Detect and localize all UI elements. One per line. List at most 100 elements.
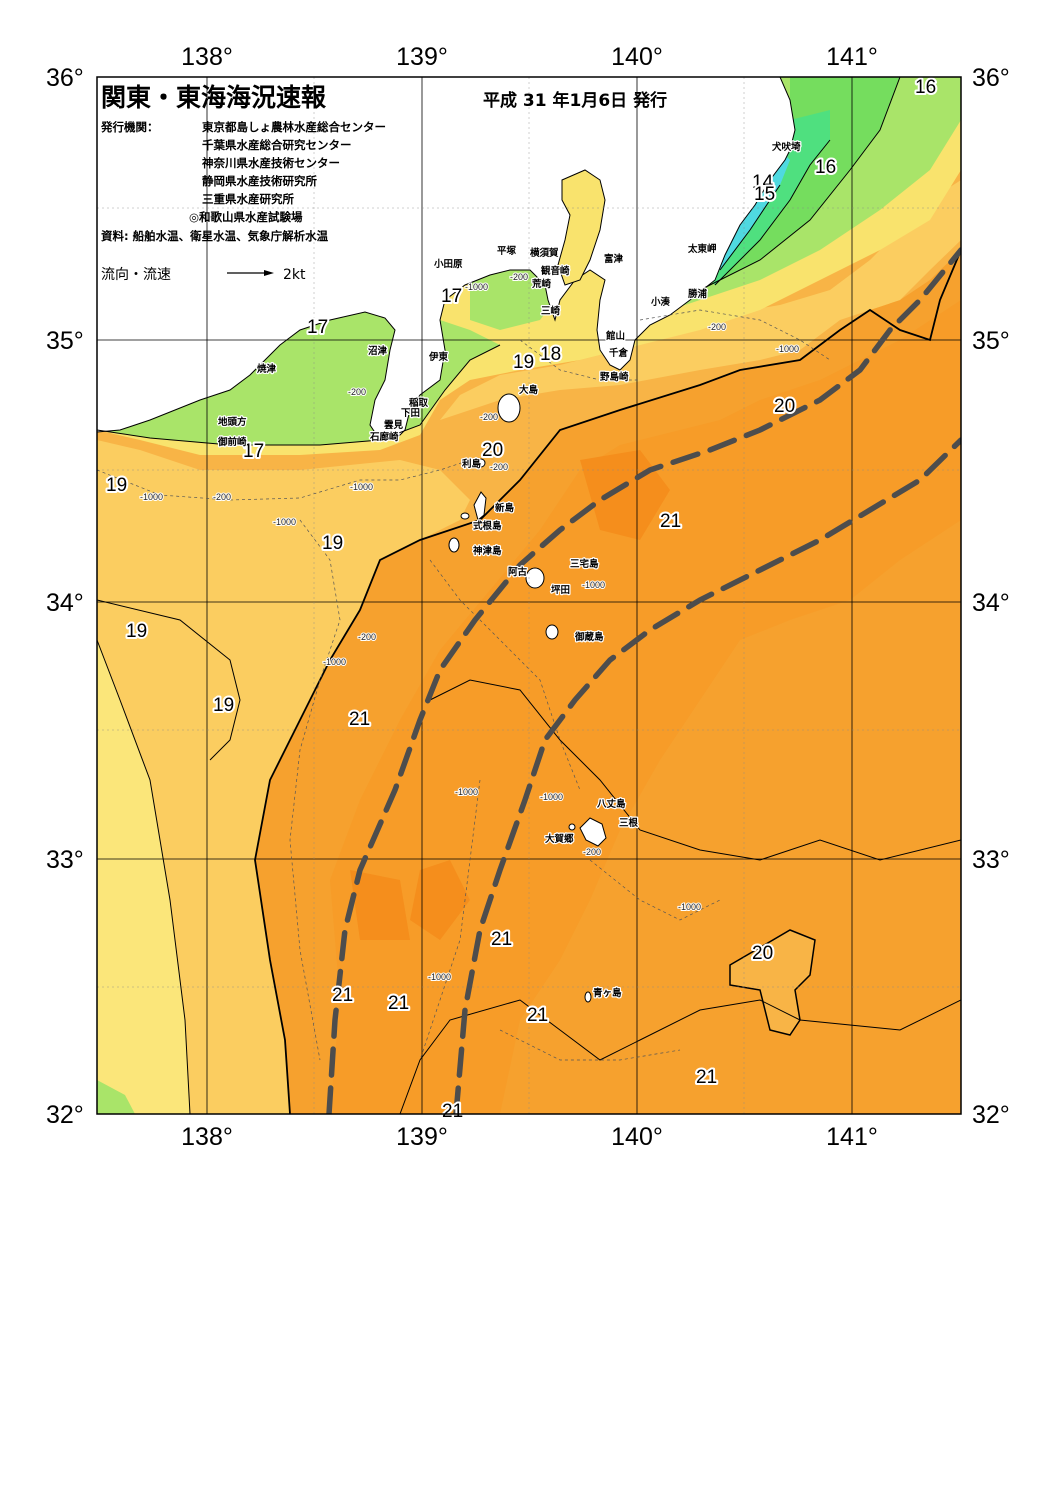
map-title: 関東・東海海況速報 bbox=[101, 83, 327, 112]
lat-label: 34° bbox=[972, 589, 1010, 617]
place-label: 富津 bbox=[604, 253, 624, 265]
isotherm-label: 16 bbox=[915, 77, 936, 98]
place-label: 神津島 bbox=[473, 545, 502, 557]
depth-label: -200 bbox=[358, 632, 376, 642]
place-label: 野島崎 bbox=[600, 371, 629, 383]
lat-label: 33° bbox=[46, 846, 84, 874]
isotherm-label: 21 bbox=[388, 993, 409, 1014]
isotherm-label: 17 bbox=[307, 317, 328, 338]
place-label: 坪田 bbox=[551, 584, 570, 596]
lat-label: 35° bbox=[46, 327, 84, 355]
current-scale-label: 2kt bbox=[283, 267, 306, 283]
place-label: 沼津 bbox=[368, 345, 388, 357]
data-sources: 資料: 船舶水温、衛星水温、気象庁解析水温 bbox=[101, 229, 329, 243]
place-label: 稲取 bbox=[409, 397, 429, 409]
place-label: 荒崎 bbox=[531, 278, 552, 290]
isotherm-label: 16 bbox=[815, 157, 836, 178]
depth-label: -200 bbox=[510, 272, 528, 282]
depth-label: -1000 bbox=[140, 492, 163, 502]
place-label: 勝浦 bbox=[688, 288, 708, 300]
isotherm-label: 14 bbox=[752, 172, 774, 193]
lat-label: 32° bbox=[972, 1101, 1010, 1129]
lon-label: 141° bbox=[826, 1123, 878, 1151]
depth-label: -1000 bbox=[323, 657, 346, 667]
place-label: 新島 bbox=[495, 502, 515, 514]
place-label: 館山 bbox=[605, 330, 625, 342]
place-label: 小湊 bbox=[650, 296, 671, 308]
lon-label: 140° bbox=[611, 1123, 663, 1151]
depth-label: -1000 bbox=[678, 902, 701, 912]
depth-contours bbox=[97, 309, 831, 1061]
place-label: 伊東 bbox=[428, 351, 449, 363]
place-label: 三崎 bbox=[541, 305, 561, 317]
lat-label: 33° bbox=[972, 846, 1010, 874]
place-label: 式根島 bbox=[473, 520, 502, 532]
isotherm-label: 21 bbox=[660, 511, 681, 532]
place-label: 千倉 bbox=[609, 347, 629, 359]
depth-label: -1000 bbox=[465, 282, 488, 292]
depth-label: -200 bbox=[583, 847, 601, 857]
lat-label: 35° bbox=[972, 327, 1010, 355]
place-label: 三根 bbox=[619, 817, 639, 829]
lon-label: 139° bbox=[396, 1123, 448, 1151]
depth-label: -1000 bbox=[455, 787, 478, 797]
longitude-labels-bottom: 138° 139° 140° 141° bbox=[181, 1123, 878, 1151]
current-legend-label: 流向・流速 bbox=[101, 267, 171, 283]
lat-label: 36° bbox=[972, 64, 1010, 92]
lat-label: 32° bbox=[46, 1101, 84, 1129]
depth-label: -1000 bbox=[776, 344, 799, 354]
isotherm-label: 21 bbox=[442, 1101, 463, 1122]
land bbox=[97, 77, 796, 1003]
isotherm-label: 19 bbox=[126, 621, 147, 642]
place-label: 地頭方 bbox=[218, 416, 247, 428]
isotherm-label: 17 bbox=[243, 441, 264, 462]
place-label: 大賀郷 bbox=[545, 833, 574, 845]
isotherm-label: 18 bbox=[540, 344, 561, 365]
place-label: 青ヶ島 bbox=[593, 987, 622, 999]
header: 関東・東海海況速報 平成 31 年1月6日 発行 発行機関： 東京都島しょ農林水… bbox=[100, 83, 667, 283]
isotherm-label: 19 bbox=[106, 475, 127, 496]
isotherm-label: 21 bbox=[527, 1005, 548, 1026]
place-label: 石廊崎 bbox=[369, 431, 399, 443]
place-label: 利島 bbox=[461, 458, 482, 470]
depth-label: -200 bbox=[490, 462, 508, 472]
isotherm-label: 20 bbox=[774, 396, 795, 417]
lon-label: 140° bbox=[611, 43, 663, 71]
place-label: 太東岬 bbox=[688, 243, 717, 255]
kuroshio-path bbox=[326, 247, 961, 1114]
place-label: 下田 bbox=[401, 408, 420, 419]
place-label: 大島 bbox=[519, 384, 539, 396]
isotherm-label: 20 bbox=[752, 943, 773, 964]
arrowhead-icon bbox=[264, 270, 274, 276]
depth-label: -200 bbox=[480, 412, 498, 422]
place-label: 横須賀 bbox=[530, 247, 559, 259]
depth-labels: -1000 -200 -200 -1000 -200 -200 -1000 -1… bbox=[139, 271, 800, 983]
depth-label: -1000 bbox=[582, 580, 605, 590]
place-label: 御前崎 bbox=[217, 436, 247, 448]
isotherm-lines bbox=[97, 77, 961, 1114]
place-label: 犬吠埼 bbox=[771, 141, 801, 153]
issuer-item: 静岡県水産技術研究所 bbox=[202, 174, 317, 188]
lat-label: 36° bbox=[46, 64, 84, 92]
place-label: 八丈島 bbox=[596, 798, 626, 810]
issuer-item: 千葉県水産総合研究センター bbox=[202, 138, 352, 152]
place-label: 三宅島 bbox=[570, 558, 599, 570]
depth-label: -200 bbox=[348, 387, 366, 397]
island-oshima bbox=[497, 393, 521, 423]
isotherm-label: 21 bbox=[696, 1067, 717, 1088]
lon-label: 139° bbox=[396, 43, 448, 71]
place-label: 観音崎 bbox=[541, 265, 570, 277]
depth-label: -200 bbox=[708, 322, 726, 332]
depth-label: -1000 bbox=[428, 972, 451, 982]
issue-date: 平成 31 年1月6日 発行 bbox=[483, 90, 667, 111]
place-label: 焼津 bbox=[257, 363, 277, 375]
issuer-item: 東京都島しょ農林水産総合センター bbox=[202, 120, 386, 134]
isotherm-label: 19 bbox=[213, 695, 234, 716]
issuer-item: ◎和歌山県水産試験場 bbox=[189, 210, 303, 224]
map-frame bbox=[96, 76, 962, 1115]
lon-label: 138° bbox=[181, 1123, 233, 1151]
place-label: 御蔵島 bbox=[574, 631, 604, 643]
longitude-labels-top: 138° 139° 140° 141° bbox=[181, 43, 878, 71]
isotherm-label: 21 bbox=[332, 985, 353, 1006]
